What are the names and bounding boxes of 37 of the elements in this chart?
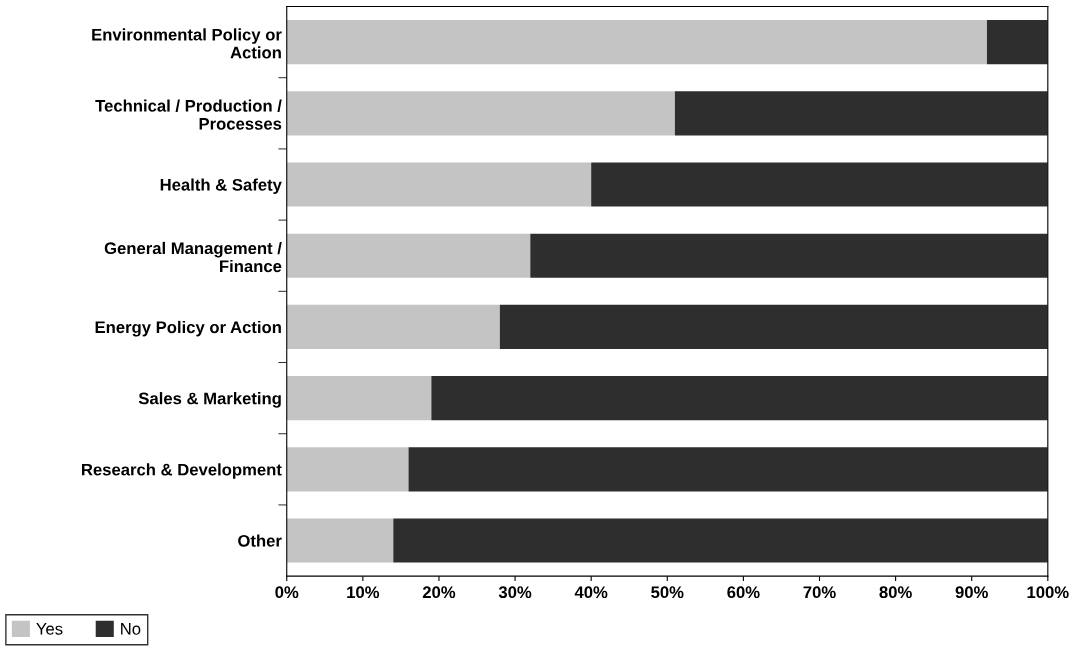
bar bbox=[591, 162, 1048, 207]
bar bbox=[530, 233, 1048, 278]
y-tick-label: Health & Safety bbox=[160, 178, 282, 195]
x-tick-label: 30% bbox=[498, 586, 532, 599]
bar bbox=[499, 304, 1048, 349]
x-tick-label: 40% bbox=[574, 586, 608, 599]
bar bbox=[286, 376, 432, 421]
bar bbox=[286, 518, 394, 563]
x-tick-label: 50% bbox=[651, 586, 684, 599]
x-tick-label: 20% bbox=[422, 586, 456, 599]
bar bbox=[986, 20, 1048, 65]
x-tick-label: 80% bbox=[879, 586, 912, 599]
y-tick-label: General Management / Finance bbox=[104, 241, 282, 273]
x-tick-label: 10% bbox=[347, 586, 380, 599]
bar bbox=[408, 447, 1048, 492]
y-tick-label: Research & Development bbox=[82, 463, 282, 479]
y-tick-label: Technical / Production / Processes bbox=[95, 99, 282, 130]
bar bbox=[286, 447, 409, 492]
y-tick-label: Sales & Marketing bbox=[138, 392, 281, 408]
x-tick-label: 0% bbox=[275, 586, 299, 599]
bar bbox=[286, 233, 531, 278]
bar bbox=[286, 20, 987, 65]
legend-label: Yes bbox=[36, 623, 63, 635]
bar bbox=[286, 304, 500, 349]
y-tick-label: Environmental Policy or Action bbox=[92, 28, 282, 59]
x-tick-label: 60% bbox=[727, 586, 760, 599]
x-tick-label: 90% bbox=[955, 586, 988, 599]
legend-label: No bbox=[121, 623, 141, 635]
bar bbox=[431, 376, 1048, 421]
bar bbox=[674, 91, 1048, 136]
y-tick-label: Other bbox=[238, 534, 282, 547]
y-tick-label: Energy Policy or Action bbox=[95, 320, 281, 337]
bar bbox=[393, 518, 1048, 563]
x-tick-label: 100% bbox=[1027, 586, 1069, 599]
bar bbox=[286, 91, 675, 136]
bar bbox=[286, 162, 592, 207]
x-tick-label: 70% bbox=[803, 586, 836, 599]
